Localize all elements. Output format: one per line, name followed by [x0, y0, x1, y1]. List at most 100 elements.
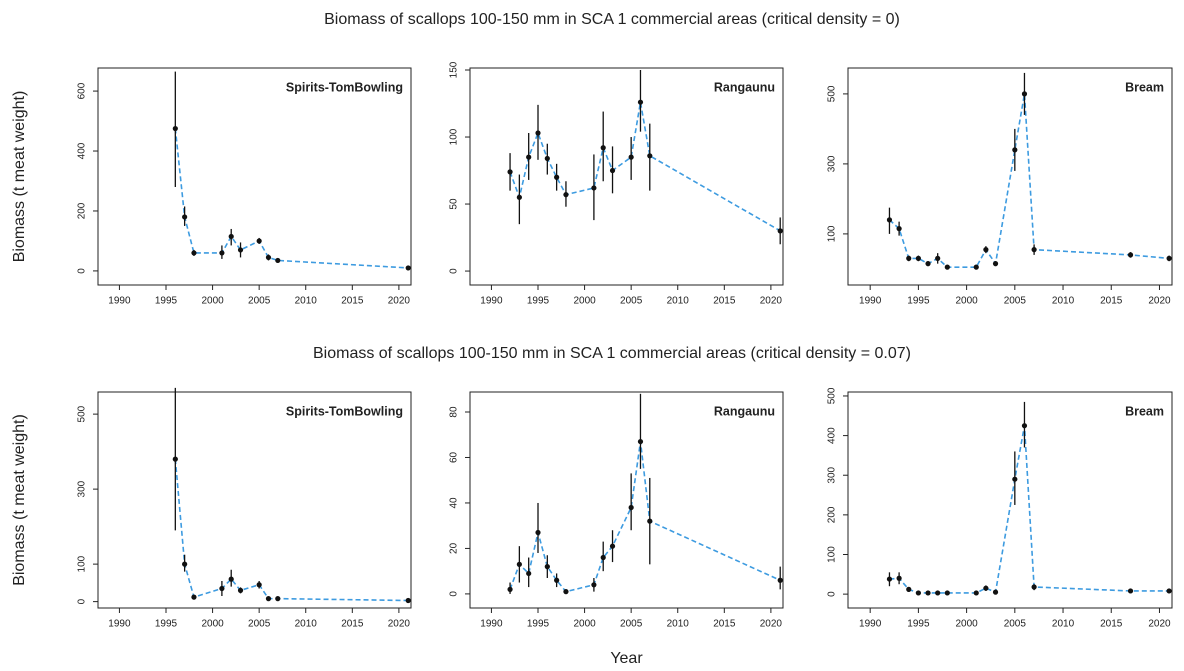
- point: [237, 587, 244, 593]
- y-tick-label: 300: [827, 155, 838, 172]
- x-tick-label: 2015: [713, 619, 736, 630]
- point: [544, 155, 550, 162]
- x-tick-label: 1995: [527, 619, 550, 630]
- plot-frame: [847, 391, 1173, 609]
- plot-frame: [97, 67, 412, 286]
- x-tick-label: 2020: [388, 619, 411, 630]
- point: [554, 174, 560, 180]
- point: [554, 577, 560, 583]
- point: [777, 228, 783, 234]
- point: [886, 576, 893, 582]
- x-tick-label: 2010: [667, 619, 690, 630]
- point: [600, 554, 606, 561]
- point: [973, 264, 979, 270]
- point: [591, 582, 597, 588]
- x-tick-label: 1990: [859, 619, 882, 630]
- point: [647, 518, 653, 524]
- point: [526, 570, 532, 577]
- point: [256, 582, 262, 588]
- point: [591, 185, 597, 191]
- point: [647, 153, 653, 159]
- series-line: [889, 425, 1170, 594]
- point: [1031, 584, 1037, 590]
- point: [935, 590, 941, 596]
- point: [507, 169, 513, 175]
- panel-title: Spirits-TomBowling: [286, 80, 403, 94]
- y-tick-label: 500: [827, 85, 838, 102]
- row-title: Biomass of scallops 100-150 mm in SCA 1 …: [324, 11, 900, 28]
- x-tick-label: 2015: [341, 619, 364, 630]
- point: [896, 226, 902, 232]
- y-tick-label: 60: [449, 451, 460, 463]
- point: [219, 250, 225, 256]
- panel-title: Rangaunu: [714, 404, 775, 418]
- x-tick-label: 1995: [155, 296, 178, 307]
- point: [777, 577, 783, 583]
- x-tick-label: 1995: [907, 619, 930, 630]
- y-tick-label: 300: [827, 466, 838, 483]
- x-tick-label: 1990: [108, 296, 131, 307]
- x-tick-label: 2005: [1004, 296, 1027, 307]
- x-tick-label: 1990: [859, 296, 882, 307]
- point: [1012, 476, 1018, 482]
- point: [637, 99, 644, 105]
- x-tick-label: 2005: [620, 619, 643, 630]
- x-tick-label: 2015: [341, 296, 364, 307]
- point: [228, 576, 234, 582]
- x-tick-label: 1990: [108, 619, 131, 630]
- y-tick-label: 40: [449, 497, 460, 509]
- point: [535, 130, 541, 136]
- y-tick-label: 50: [449, 198, 460, 210]
- point: [563, 192, 569, 198]
- x-tick-label: 2010: [295, 619, 318, 630]
- point: [544, 564, 550, 570]
- y-tick-label: 0: [449, 591, 460, 597]
- y-tick-label: 300: [77, 480, 88, 497]
- point: [191, 594, 197, 600]
- y-tick-label: 500: [77, 405, 88, 422]
- x-tick-label: 2010: [1052, 619, 1075, 630]
- point: [906, 586, 912, 592]
- x-tick-label: 2020: [1148, 296, 1171, 307]
- point: [237, 247, 244, 253]
- series-line: [174, 459, 409, 602]
- point: [507, 586, 513, 592]
- panel-title: Bream: [1125, 404, 1164, 418]
- x-tick-label: 2015: [1100, 619, 1123, 630]
- point: [925, 261, 931, 267]
- y-tick-label: 150: [449, 61, 460, 78]
- point: [925, 590, 931, 596]
- x-tick-label: 2005: [1004, 619, 1027, 630]
- x-tick-label: 1995: [907, 296, 930, 307]
- x-tick-label: 1990: [480, 619, 503, 630]
- y-tick-label: 100: [77, 555, 88, 572]
- point: [1166, 588, 1172, 594]
- row-title: Biomass of scallops 100-150 mm in SCA 1 …: [313, 345, 911, 362]
- x-tick-label: 2000: [201, 619, 224, 630]
- x-tick-label: 2000: [955, 296, 978, 307]
- point: [219, 585, 225, 592]
- point: [609, 543, 616, 549]
- series-line: [509, 441, 781, 593]
- x-tick-label: 2015: [1100, 296, 1123, 307]
- x-tick-label: 1995: [155, 619, 178, 630]
- point: [628, 154, 634, 160]
- point: [172, 456, 178, 462]
- x-tick-label: 2020: [760, 296, 783, 307]
- x-axis-label: Year: [610, 650, 643, 667]
- y-tick-label: 0: [827, 591, 838, 597]
- x-tick-label: 2005: [248, 619, 271, 630]
- point: [1127, 252, 1134, 258]
- y-tick-label: 20: [449, 542, 460, 554]
- y-tick-label: 100: [827, 546, 838, 563]
- point: [265, 596, 272, 602]
- y-tick-label: 400: [77, 142, 88, 159]
- plot-frame: [847, 67, 1173, 286]
- y-tick-label: 100: [827, 225, 838, 242]
- series-line: [174, 128, 409, 269]
- x-tick-label: 2010: [667, 296, 690, 307]
- y-tick-label: 200: [77, 202, 88, 219]
- point: [915, 590, 921, 596]
- point: [637, 438, 644, 445]
